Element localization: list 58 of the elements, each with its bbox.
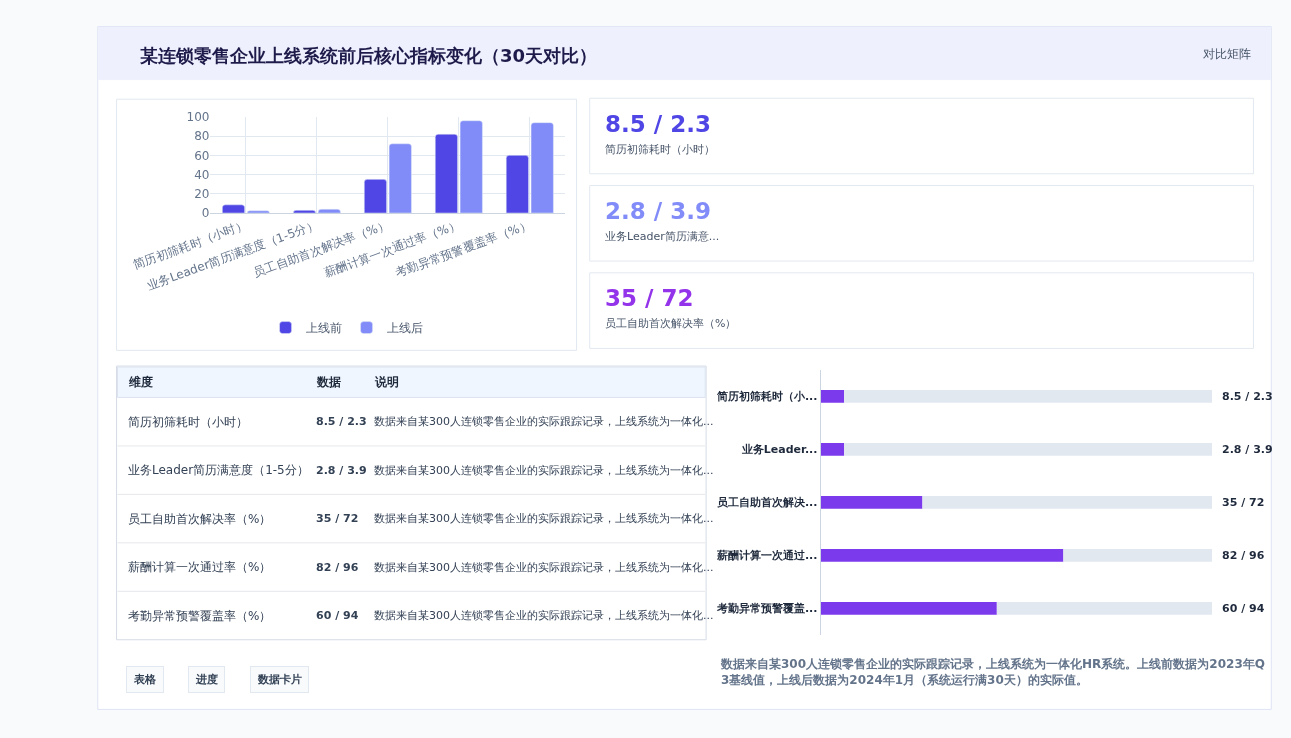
- y-tick-label: 员工自助首次解决...: [716, 496, 818, 510]
- y-tick-label: 40: [194, 167, 210, 182]
- text: 35 / 72: [316, 512, 359, 525]
- category-label: 说明: [374, 375, 399, 389]
- text: 业务Leader简历满意...: [605, 230, 720, 243]
- text: 业务Leader简历满意度（1-5分）: [128, 463, 309, 477]
- bar: [820, 602, 997, 615]
- text: 简历初筛耗时（小时）: [605, 143, 715, 156]
- text: 员工自助首次解决率（%）: [128, 512, 272, 526]
- text: 数据来自某300人连锁零售企业的实际跟踪记录，上线系统为一体化...: [374, 561, 714, 574]
- text: 员工自助首次解决率（%）: [605, 317, 737, 330]
- bar: [922, 496, 1213, 509]
- text: 35 / 72: [605, 285, 694, 311]
- text: 数据来自某300人连锁零售企业的实际跟踪记录，上线系统为一体化...: [374, 464, 714, 477]
- bar: [1063, 549, 1213, 562]
- text: 35 / 72: [1222, 496, 1265, 509]
- text: 60 / 94: [316, 609, 359, 622]
- text: 82 / 96: [1222, 549, 1265, 562]
- text: 数据来自某300人连锁零售企业的实际跟踪记录，上线系统为一体化...: [374, 415, 714, 428]
- bar: [996, 602, 1213, 615]
- text: 2.8 / 3.9: [1222, 443, 1273, 456]
- y-tick-label: 简历初筛耗时（小...: [715, 390, 818, 404]
- legend-label: 上线后: [386, 321, 423, 336]
- text: 考勤异常预警覆盖率（%）: [128, 609, 272, 623]
- y-tick-label: 0: [201, 206, 210, 221]
- bar: [820, 496, 923, 509]
- y-tick-label: 60: [194, 148, 210, 163]
- y-tick-label: 20: [194, 186, 210, 201]
- text: 对比矩阵: [1203, 47, 1251, 61]
- category-label: 数据: [316, 375, 341, 389]
- y-tick-label: 薪酬计算一次通过...: [715, 549, 818, 563]
- text: 进度: [195, 673, 218, 686]
- text: 简历初筛耗时（小时）: [128, 415, 248, 429]
- text: 2.8 / 3.9: [605, 198, 711, 224]
- text: 某连锁零售企业上线系统前后核心指标变化（30天对比）: [139, 45, 598, 66]
- y-tick-label: 业务Leader...: [740, 443, 818, 457]
- text: 82 / 96: [316, 561, 359, 574]
- text: 数据卡片: [257, 673, 302, 686]
- text: 60 / 94: [1222, 602, 1265, 615]
- bar: [820, 390, 845, 403]
- category-label: 维度: [128, 375, 153, 389]
- text: 2.8 / 3.9: [316, 464, 367, 477]
- y-tick-label: 100: [186, 110, 210, 125]
- y-tick-label: 80: [194, 129, 210, 144]
- bar: [844, 443, 1213, 456]
- text: 薪酬计算一次通过率（%）: [128, 560, 272, 574]
- bar: [820, 443, 845, 456]
- text: 数据来自某300人连锁零售企业的实际跟踪记录，上线系统为一体化HR系统。上线前数据为2023年Q3基线值，上线后数据为2024年1月（系统运行满30天）的实际值。: [720, 657, 1265, 687]
- y-tick-label: 考勤异常预警覆盖...: [715, 602, 818, 616]
- bar: [820, 549, 1064, 562]
- legend-label: 上线前: [305, 321, 342, 336]
- text: 8.5 / 2.3: [605, 111, 711, 137]
- text: 表格: [133, 673, 157, 686]
- text: 数据来自某300人连锁零售企业的实际跟踪记录，上线系统为一体化...: [374, 512, 714, 525]
- text: 数据来自某300人连锁零售企业的实际跟踪记录，上线系统为一体化...: [374, 609, 714, 622]
- bar: [844, 390, 1213, 403]
- text: 8.5 / 2.3: [316, 415, 367, 428]
- text: 8.5 / 2.3: [1222, 390, 1273, 403]
